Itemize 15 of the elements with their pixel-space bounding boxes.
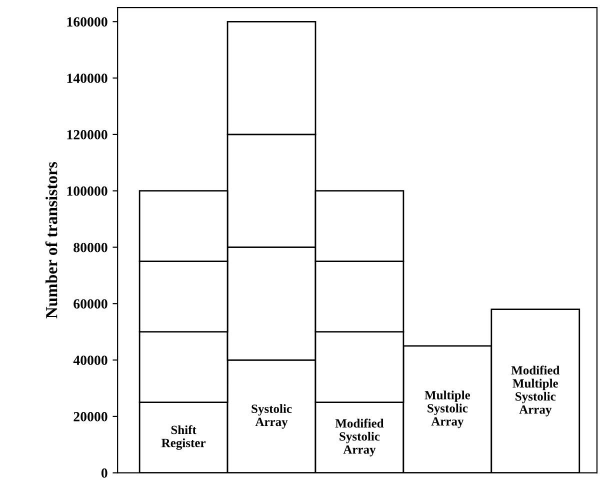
x-tick-label: Systolic Array	[252, 404, 292, 429]
y-tick-label: 20000	[74, 412, 108, 422]
y-tick-label: 120000	[67, 130, 108, 140]
y-tick-label: 140000	[67, 74, 108, 83]
y-tick-label: 40000	[73, 356, 108, 365]
x-tick-label: Modified Systolic Array	[335, 418, 384, 456]
y-tick-label: 160000	[67, 17, 108, 27]
y-axis-title: Number of transistors	[45, 162, 58, 318]
x-tick-label: Modified Multiple Systolic Array	[511, 366, 560, 416]
x-tick-label: Multiple Systolic Array	[424, 390, 470, 428]
y-tick-label: 60000	[74, 299, 108, 309]
y-tick-label: 100000	[67, 186, 108, 196]
x-tick-label: Shift Register	[162, 425, 206, 450]
y-tick-label: 80000	[74, 242, 108, 252]
y-tick-label: 0	[101, 468, 108, 478]
